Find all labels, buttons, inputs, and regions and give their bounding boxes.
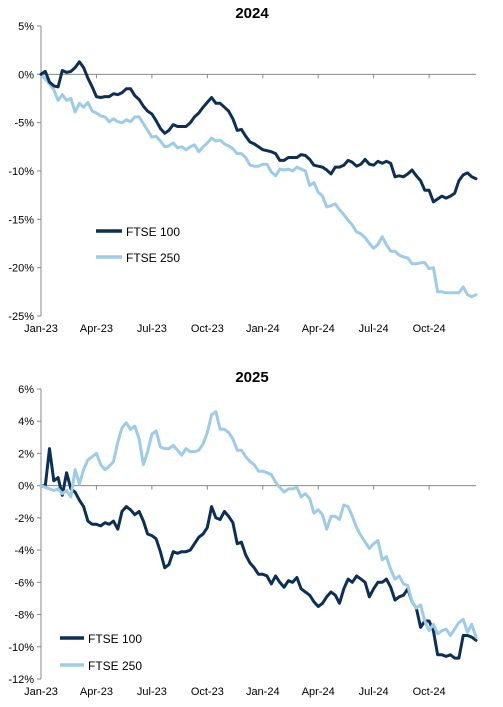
x-tick-label: Jul-23 (137, 686, 167, 698)
series-line-ftse-250 (39, 72, 478, 299)
legend-label-ftse-100: FTSE 100 (126, 225, 180, 239)
legend-label-ftse-250: FTSE 250 (126, 251, 180, 265)
y-tick-label: -5% (14, 118, 34, 130)
y-tick-label: 5% (18, 21, 34, 33)
x-tick-label: Oct-24 (413, 686, 446, 698)
x-tick-label: Apr-23 (80, 686, 113, 698)
y-tick-label: 0% (18, 481, 34, 493)
y-tick-label: 0% (18, 69, 34, 81)
x-tick-label: Jul-24 (359, 323, 389, 335)
x-tick-label: Jan-23 (24, 323, 58, 335)
y-tick-label: -25% (8, 311, 34, 323)
x-tick-label: Oct-23 (191, 686, 224, 698)
legend-label-ftse-100: FTSE 100 (88, 632, 142, 646)
x-tick-label: Jan-24 (246, 323, 280, 335)
legend-label-ftse-250: FTSE 250 (88, 659, 142, 673)
x-tick-label: Jan-23 (24, 686, 58, 698)
x-tick-label: Oct-24 (413, 323, 446, 335)
x-tick-label: Apr-23 (80, 323, 113, 335)
y-tick-label: 4% (18, 416, 34, 428)
chart-2024: 2024 5% 0% -5% -10% -15% -20% -25% Jan-23 Apr-2… (8, 5, 478, 335)
x-tick-label: Apr-24 (302, 686, 335, 698)
y-tick-label: -10% (8, 642, 34, 654)
y-tick-label: -12% (8, 674, 34, 686)
y-tick-label: -4% (14, 545, 34, 557)
x-tick-label: Jan-24 (246, 686, 280, 698)
x-tick-label: Oct-23 (191, 323, 224, 335)
x-tick-label: Jul-23 (137, 323, 167, 335)
y-tick-label: -6% (14, 577, 34, 589)
series-line-ftse-250 (39, 410, 478, 639)
y-tick-label: 6% (18, 384, 34, 396)
y-tick-label: -8% (14, 610, 34, 622)
y-tick-label: -2% (14, 513, 34, 525)
x-tick-label: Jul-24 (359, 686, 389, 698)
legend: FTSE 100 FTSE 250 (60, 632, 142, 673)
chart-title: 2025 (235, 369, 268, 386)
chart-title: 2024 (235, 5, 269, 22)
legend: FTSE 100 FTSE 250 (96, 225, 180, 265)
chart-2025: 2025 6% 4% 2% 0% -2% -4% -6% -8% -10% -12% Jan-23… (8, 369, 478, 698)
x-tick-label: Apr-24 (302, 323, 335, 335)
y-tick-label: -15% (8, 214, 34, 226)
y-tick-label: 2% (18, 448, 34, 460)
series-line-ftse-100 (39, 447, 478, 660)
series-line-ftse-100 (39, 60, 478, 204)
y-tick-label: -10% (8, 166, 34, 178)
y-tick-label: -20% (8, 263, 34, 275)
